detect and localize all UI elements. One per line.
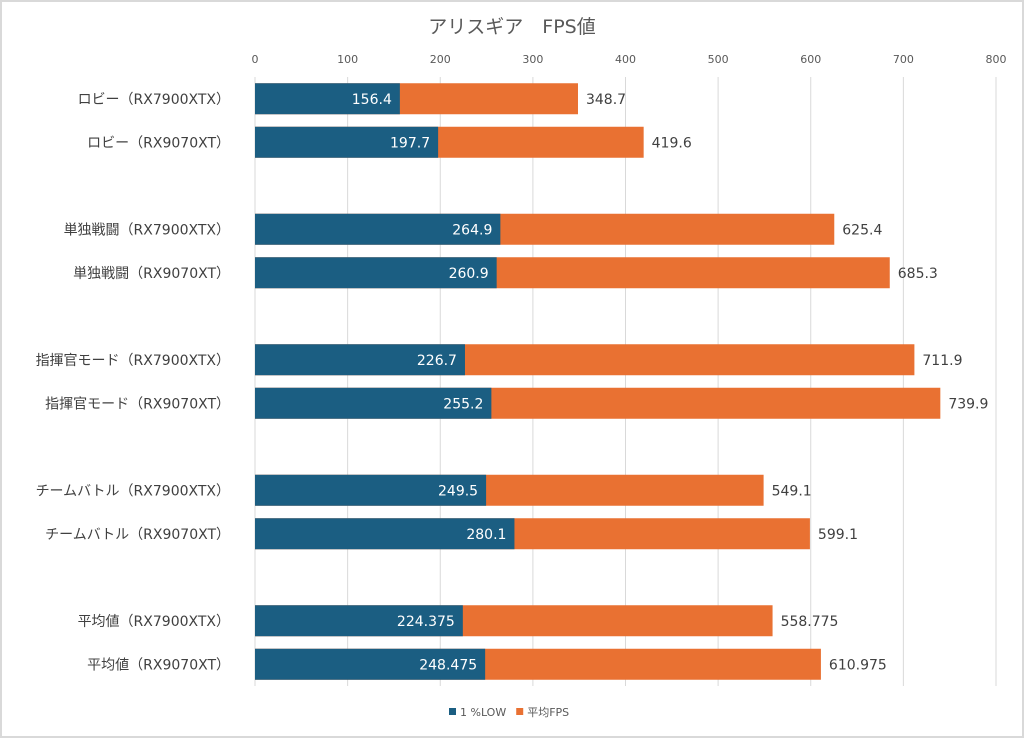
x-tick-label: 700 bbox=[893, 53, 914, 66]
data-label-avg-fps: 711.9 bbox=[922, 353, 962, 369]
bar-1pct-low bbox=[255, 605, 463, 637]
gridlines bbox=[254, 77, 997, 686]
data-label-avg-fps: 685.3 bbox=[898, 266, 938, 282]
legend-swatch bbox=[516, 708, 524, 715]
data-label-avg-fps: 610.975 bbox=[829, 657, 887, 673]
bar-1pct-low bbox=[255, 518, 515, 550]
category-label: 指揮官モード（RX9070XT） bbox=[45, 396, 230, 412]
category-label: チームバトル（RX7900XTX） bbox=[36, 483, 230, 499]
data-label-1pct-low: 264.9 bbox=[452, 222, 492, 238]
data-label-1pct-low: 156.4 bbox=[352, 92, 392, 108]
data-label-1pct-low: 280.1 bbox=[466, 527, 506, 543]
data-label-avg-fps: 599.1 bbox=[818, 527, 858, 543]
x-tick-label: 500 bbox=[708, 53, 729, 66]
bar-1pct-low bbox=[255, 83, 400, 115]
bar-1pct-low bbox=[255, 344, 465, 376]
bars bbox=[255, 83, 941, 680]
legend-label: 1 %LOW bbox=[460, 706, 506, 719]
data-label-avg-fps: 419.6 bbox=[652, 135, 692, 151]
data-label-1pct-low: 248.475 bbox=[419, 657, 477, 673]
category-label: ロビー（RX7900XTX） bbox=[78, 92, 230, 108]
x-tick-label: 400 bbox=[615, 53, 636, 66]
data-label-avg-fps: 549.1 bbox=[772, 483, 812, 499]
data-label-1pct-low: 260.9 bbox=[449, 266, 489, 282]
data-label-avg-fps: 739.9 bbox=[948, 396, 988, 412]
bar-1pct-low bbox=[255, 474, 487, 506]
category-label: チームバトル（RX9070XT） bbox=[45, 527, 230, 543]
x-axis-ticks: 0 100 200 300 400 500 600 700 800 bbox=[252, 53, 1007, 66]
data-label-1pct-low: 226.7 bbox=[417, 353, 457, 369]
legend: 1 %LOW 平均FPS bbox=[449, 706, 569, 719]
legend-swatch bbox=[449, 708, 456, 715]
data-label-1pct-low: 249.5 bbox=[438, 483, 478, 499]
bar-1pct-low bbox=[255, 126, 439, 158]
bar-1pct-low bbox=[255, 257, 497, 289]
data-label-avg-fps: 558.775 bbox=[781, 614, 839, 630]
category-label: 平均値（RX7900XTX） bbox=[78, 614, 230, 630]
data-label-avg-fps: 348.7 bbox=[586, 92, 626, 108]
data-label-1pct-low: 255.2 bbox=[443, 396, 483, 412]
bar-1pct-low bbox=[255, 648, 486, 680]
data-labels: 348.7 156.4 419.6 197.7 625.4 264.9 685.3 260.9… bbox=[352, 92, 989, 674]
x-tick-label: 0 bbox=[252, 53, 259, 66]
x-tick-label: 200 bbox=[430, 53, 451, 66]
data-label-avg-fps: 625.4 bbox=[842, 222, 882, 238]
category-label: 単独戦闘（RX9070XT） bbox=[73, 266, 230, 282]
category-label: 指揮官モード（RX7900XTX） bbox=[36, 353, 230, 369]
legend-label: 平均FPS bbox=[527, 706, 569, 719]
chart-title: アリスギア FPS値 bbox=[428, 16, 595, 38]
data-label-1pct-low: 224.375 bbox=[397, 614, 455, 630]
category-label: 平均値（RX9070XT） bbox=[87, 657, 230, 673]
bar-1pct-low bbox=[255, 387, 492, 419]
x-tick-label: 300 bbox=[522, 53, 543, 66]
category-labels: ロビー（RX7900XTX） ロビー（RX9070XT） 単独戦闘（RX7900XT… bbox=[36, 92, 230, 674]
bar-1pct-low bbox=[255, 213, 501, 245]
x-tick-label: 100 bbox=[337, 53, 358, 66]
x-tick-label: 600 bbox=[800, 53, 821, 66]
category-label: 単独戦闘（RX7900XTX） bbox=[64, 222, 230, 238]
category-label: ロビー（RX9070XT） bbox=[87, 135, 230, 151]
x-tick-label: 800 bbox=[986, 53, 1007, 66]
data-label-1pct-low: 197.7 bbox=[390, 135, 430, 151]
